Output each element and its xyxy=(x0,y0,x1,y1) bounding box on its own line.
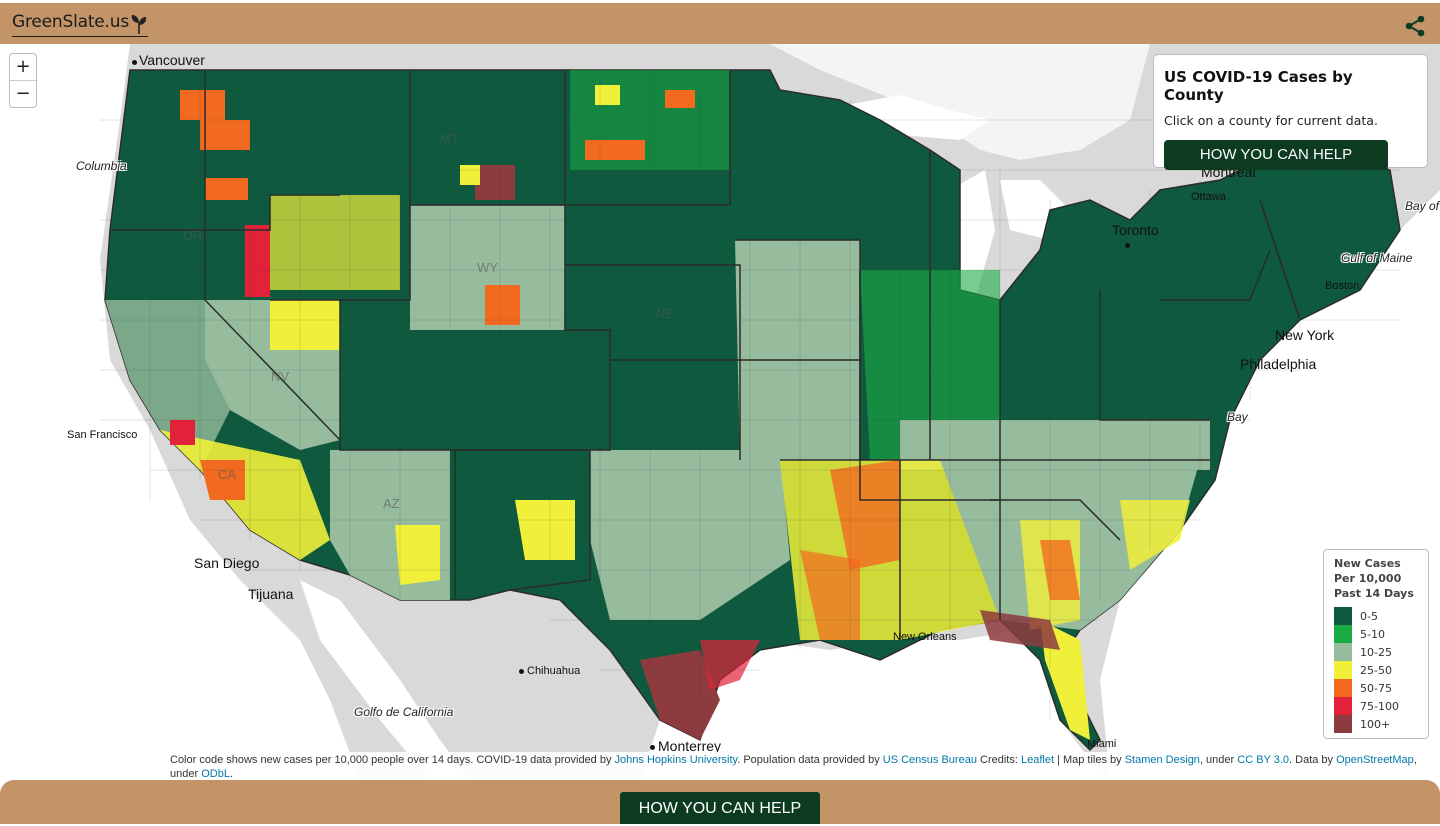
legend-swatch xyxy=(1334,661,1352,679)
state-label-or: OR xyxy=(183,228,203,243)
water-label-gulf-of-maine: Gulf of Maine xyxy=(1341,251,1413,265)
legend-row: 25-50 xyxy=(1334,661,1418,679)
city-label-philadelphia: Philadelphia xyxy=(1240,356,1317,372)
attribution-link-jhu[interactable]: Johns Hopkins University xyxy=(614,754,738,766)
logo-underline xyxy=(12,36,148,37)
bottom-bar: HOW YOU CAN HELP xyxy=(0,780,1440,824)
state-label-ca: CA xyxy=(218,467,237,482)
share-icon[interactable] xyxy=(1404,15,1426,37)
info-subtitle: Click on a county for current data. xyxy=(1164,113,1378,128)
city-label-ottawa: Ottawa xyxy=(1191,191,1226,203)
legend-row: 75-100 xyxy=(1334,697,1418,715)
state-label-wy: WY xyxy=(477,260,498,275)
legend-title: New Cases Per 10,000 Past 14 Days xyxy=(1334,557,1414,600)
zoom-control: + − xyxy=(9,53,37,108)
water-label-golfo-de-california: Golfo de California xyxy=(354,705,454,719)
attribution-text: Credits: xyxy=(976,754,1021,766)
legend-label: 50-75 xyxy=(1360,681,1392,695)
city-dot xyxy=(132,60,137,65)
water-label-bay: Bay xyxy=(1227,410,1248,424)
attribution-link-leaflet[interactable]: Leaflet xyxy=(1020,754,1054,766)
city-label-san-diego: San Diego xyxy=(194,555,260,571)
site-logo[interactable]: GreenSlate.us xyxy=(12,12,129,32)
legend-swatch xyxy=(1334,715,1352,733)
attribution-text: . xyxy=(229,768,234,780)
attribution-text: . Population data provided by xyxy=(737,754,883,766)
zoom-in-button[interactable]: + xyxy=(15,56,31,77)
legend-row: 100+ xyxy=(1334,715,1418,733)
attribution-link-osm[interactable]: OpenStreetMap xyxy=(1336,754,1414,766)
info-panel: US COVID-19 Cases by County Click on a c… xyxy=(1153,54,1428,170)
city-dot xyxy=(519,669,524,674)
map-legend: New Cases Per 10,000 Past 14 Days 0-5 5-1… xyxy=(1323,549,1429,739)
legend-label: 10-25 xyxy=(1360,645,1392,659)
legend-row: 0-5 xyxy=(1334,607,1418,625)
city-label-new-york: New York xyxy=(1275,327,1335,343)
legend-row: 5-10 xyxy=(1334,625,1418,643)
city-label-chihuahua: Chihuahua xyxy=(527,665,581,677)
footer-help-button[interactable]: HOW YOU CAN HELP xyxy=(620,792,820,824)
attribution-link-stamen[interactable]: Stamen Design xyxy=(1124,754,1200,766)
legend-swatch xyxy=(1334,679,1352,697)
city-label-monterrey: Monterrey xyxy=(658,738,722,754)
legend-label: 75-100 xyxy=(1360,699,1399,713)
top-bar: GreenSlate.us xyxy=(0,3,1440,44)
attribution-text: Color code shows new cases per 10,000 pe… xyxy=(170,754,615,766)
legend-swatch xyxy=(1334,643,1352,661)
legend-label: 100+ xyxy=(1360,717,1391,731)
attribution-link-cc-by[interactable]: CC BY 3.0 xyxy=(1237,754,1290,766)
city-label-miami: Miami xyxy=(1087,738,1117,750)
state-label-nv: NV xyxy=(271,369,290,384)
legend-label: 0-5 xyxy=(1360,609,1378,623)
state-label-mt: MT xyxy=(440,131,459,146)
legend-row: 10-25 xyxy=(1334,643,1418,661)
attribution-text: | Map tiles by xyxy=(1054,754,1125,766)
legend-label: 25-50 xyxy=(1360,663,1392,677)
legend-row: 50-75 xyxy=(1334,679,1418,697)
state-label-ne: NE xyxy=(656,306,675,321)
water-label-bay-of: Bay of xyxy=(1405,199,1440,213)
how-you-can-help-button[interactable]: HOW YOU CAN HELP xyxy=(1164,140,1388,170)
city-label-san-francisco: San Francisco xyxy=(67,429,138,441)
legend-swatch xyxy=(1334,625,1352,643)
attribution-link-census[interactable]: US Census Bureau xyxy=(882,754,977,766)
attribution-text: , under xyxy=(1199,754,1238,766)
attribution-text: . Data by xyxy=(1289,754,1337,766)
water-label-columbia: Columbia xyxy=(76,159,127,173)
state-label-az: AZ xyxy=(383,496,400,511)
city-label-tijuana: Tijuana xyxy=(248,586,294,602)
legend-swatch xyxy=(1334,697,1352,715)
zoom-out-button[interactable]: − xyxy=(10,80,36,106)
attribution-link-odbl[interactable]: ODbL xyxy=(201,768,230,780)
city-label-boston: Boston xyxy=(1325,280,1360,292)
city-label-toronto: Toronto xyxy=(1112,222,1159,238)
map-attribution: Color code shows new cases per 10,000 pe… xyxy=(165,752,1440,780)
city-dot xyxy=(1125,243,1130,248)
legend-label: 5-10 xyxy=(1360,627,1385,641)
city-dot xyxy=(650,745,655,750)
sprout-icon xyxy=(131,15,147,34)
city-label-vancouver: Vancouver xyxy=(139,52,205,68)
attribution-text: , under xyxy=(170,754,1417,780)
info-title: US COVID-19 Cases by County xyxy=(1164,68,1353,104)
legend-swatch xyxy=(1334,607,1352,625)
city-label-new-orleans: New Orleans xyxy=(893,631,957,643)
